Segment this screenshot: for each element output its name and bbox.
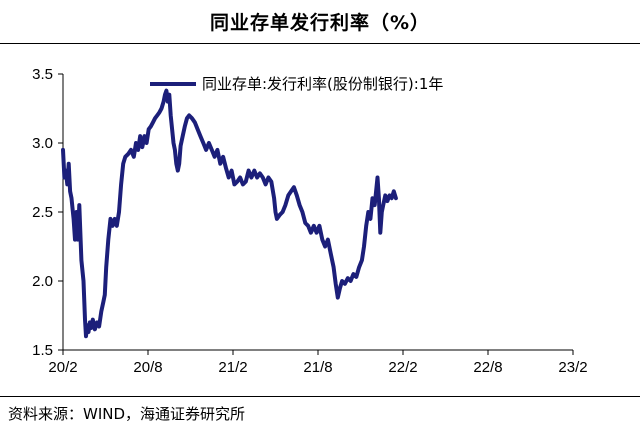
x-tick-label: 20/8 xyxy=(133,359,162,376)
source-note: 资料来源：WIND，海通证券研究所 xyxy=(8,405,246,423)
x-tick-label: 20/2 xyxy=(48,359,77,376)
x-tick-label: 22/2 xyxy=(388,359,417,376)
chart-title: 同业存单发行利率（%） xyxy=(209,12,431,34)
y-tick-label: 1.5 xyxy=(32,342,53,359)
legend-label: 同业存单:发行利率(股份制银行):1年 xyxy=(202,75,443,93)
bottom-rule xyxy=(0,396,640,397)
y-tick-label: 3.5 xyxy=(32,66,53,83)
legend: 同业存单:发行利率(股份制银行):1年 xyxy=(150,75,443,93)
y-tick-label: 2.0 xyxy=(32,273,53,290)
x-axis-ticks: 20/2 20/8 21/2 21/8 22/2 22/8 23/2 xyxy=(48,350,588,376)
y-tick-label: 3.0 xyxy=(32,135,53,152)
x-tick-label: 23/2 xyxy=(558,359,587,376)
y-tick-label: 2.5 xyxy=(32,204,53,221)
y-axis-ticks: 1.5 2.0 2.5 3.0 3.5 xyxy=(32,66,63,359)
x-tick-label: 21/8 xyxy=(303,359,332,376)
x-tick-label: 22/8 xyxy=(473,359,502,376)
series-line xyxy=(61,88,398,339)
x-tick-label: 21/2 xyxy=(218,359,247,376)
top-rule xyxy=(0,43,640,44)
